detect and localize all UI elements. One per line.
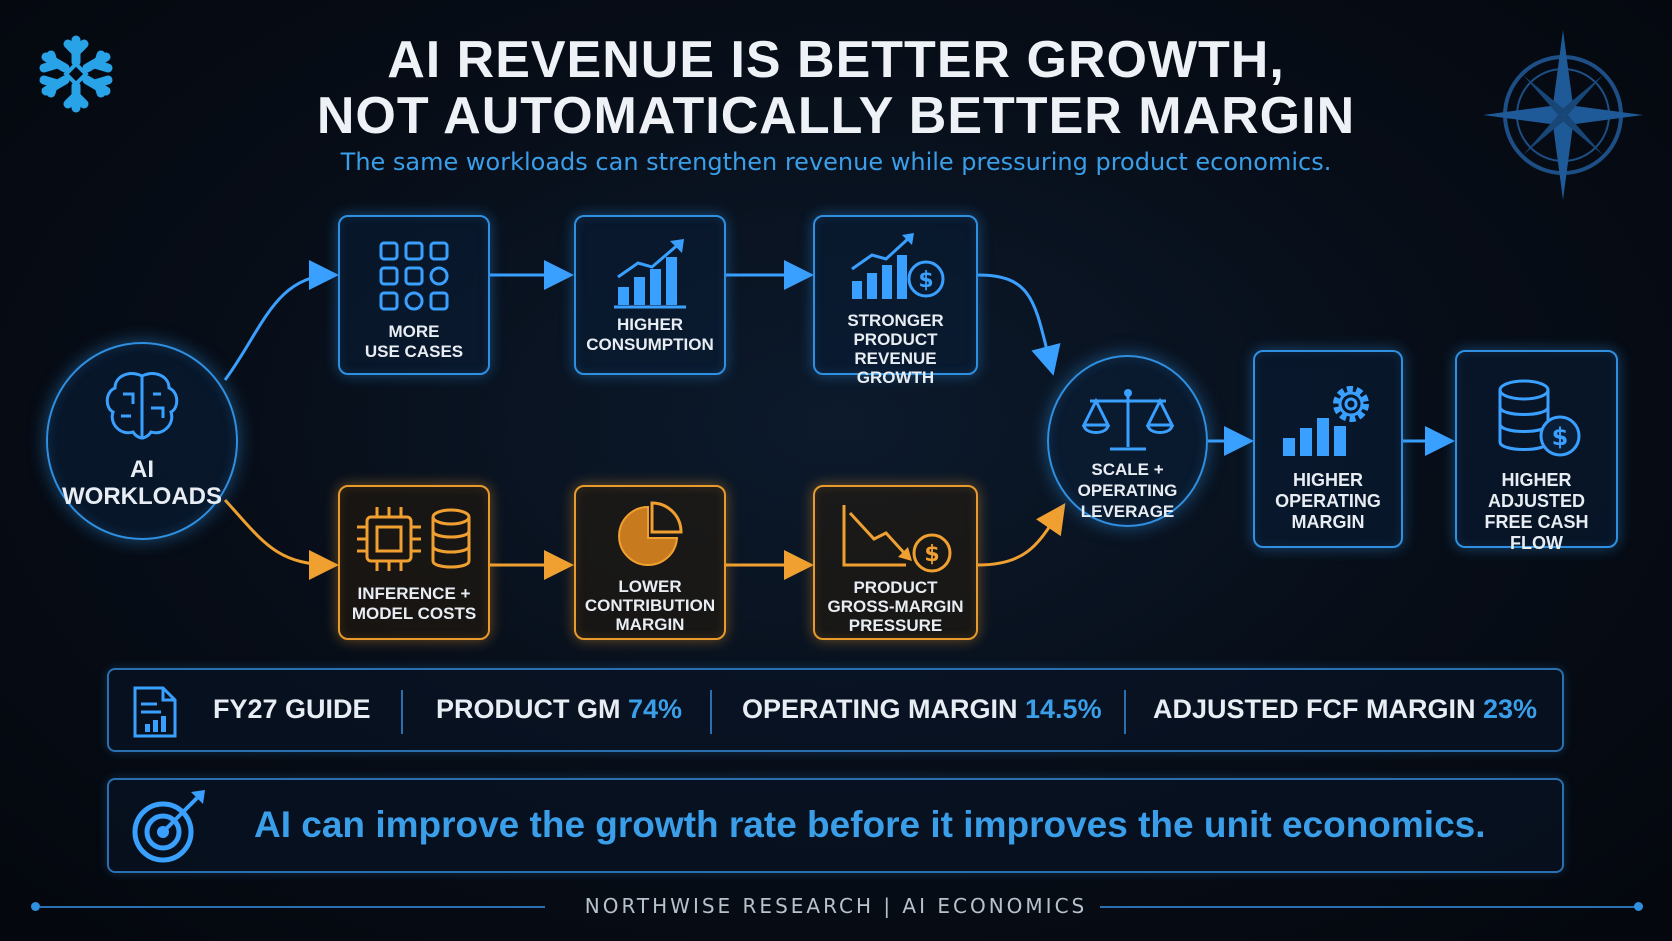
scale-operating-leverage-label: SCALE + OPERATING LEVERAGE	[1077, 460, 1178, 521]
footer-line-right	[1100, 906, 1635, 908]
declining-chart-dollar-icon: $	[842, 505, 951, 573]
lower-contribution-margin-label: LOWER CONTRIBUTION MARGIN	[584, 577, 716, 634]
higher-operating-margin-label: HIGHER OPERATING MARGIN	[1275, 470, 1381, 532]
lower-contribution-margin-node: LOWER CONTRIBUTION MARGIN	[574, 485, 726, 640]
chip-database-icon	[357, 507, 471, 571]
metrics-divider	[710, 690, 712, 734]
grid-icon	[379, 241, 449, 311]
pie-chart-icon	[618, 501, 683, 566]
stronger-revenue-growth-node: $ STRONGER PRODUCT REVENUE GROWTH	[813, 215, 978, 387]
bar-chart-up-icon	[614, 239, 686, 309]
inference-model-costs-node: INFERENCE + MODEL COSTS	[338, 485, 490, 640]
metric-adjusted-fcf-name: ADJUSTED FCF MARGIN	[1153, 694, 1476, 724]
title-line-1: AI REVENUE IS BETTER GROWTH,	[387, 31, 1285, 89]
database-dollar-icon: $	[1498, 379, 1580, 457]
metric-adjusted-fcf-value: 23%	[1483, 694, 1538, 724]
compass-icon	[1483, 30, 1643, 200]
document-chart-icon	[133, 686, 177, 738]
ai-workloads-node: AI WORKLOADS	[46, 342, 238, 540]
fy27-guide-bar: FY27 GUIDE PRODUCT GM 74% OPERATING MARG…	[107, 668, 1564, 752]
metrics-divider	[401, 690, 403, 734]
fy27-guide-label: FY27 GUIDE	[213, 694, 371, 724]
metric-product-gm-value: 74%	[628, 694, 683, 724]
svg-text:$: $	[1551, 423, 1568, 451]
scale-operating-leverage-node: SCALE + OPERATING LEVERAGE	[1047, 355, 1208, 527]
metrics-divider	[1124, 690, 1126, 734]
higher-consumption-label: HIGHER CONSUMPTION	[586, 315, 714, 354]
metric-operating-margin: OPERATING MARGIN 14.5%	[742, 694, 1102, 725]
inference-model-costs-label: INFERENCE + MODEL COSTS	[351, 584, 477, 623]
svg-text:$: $	[918, 268, 933, 293]
higher-consumption-node: HIGHER CONSUMPTION	[574, 215, 726, 375]
footer-dot-right	[1634, 902, 1643, 911]
metric-operating-margin-value: 14.5%	[1025, 694, 1102, 724]
footer-dot-left	[31, 902, 40, 911]
snowflake-logo	[39, 35, 113, 113]
svg-text:$: $	[924, 542, 939, 567]
ai-workloads-label: AI WORKLOADS	[62, 456, 222, 510]
subtitle: The same workloads can strengthen revenu…	[340, 148, 1332, 176]
takeaway-callout: AI can improve the growth rate before it…	[107, 778, 1564, 873]
higher-adjusted-fcf-label: HIGHER ADJUSTED FREE CASH FLOW	[1484, 470, 1589, 553]
brain-icon	[105, 372, 179, 440]
scales-icon	[1081, 389, 1174, 451]
higher-adjusted-fcf-node: $ HIGHER ADJUSTED FREE CASH FLOW	[1455, 350, 1618, 553]
metric-product-gm-name: PRODUCT GM	[436, 694, 621, 724]
chart-dollar-icon: $	[850, 233, 944, 299]
more-use-cases-label: MORE USE CASES	[364, 322, 464, 361]
gross-margin-pressure-label: PRODUCT GROSS-MARGIN PRESSURE	[827, 578, 964, 635]
footer-line-left	[40, 906, 545, 908]
target-icon	[132, 790, 205, 863]
stronger-revenue-growth-label: STRONGER PRODUCT REVENUE GROWTH	[847, 311, 944, 387]
metric-product-gm: PRODUCT GM 74%	[436, 694, 682, 725]
takeaway-text: AI can improve the growth rate before it…	[254, 804, 1486, 845]
title-line-2: NOT AUTOMATICALLY BETTER MARGIN	[316, 87, 1356, 145]
more-use-cases-node: MORE USE CASES	[338, 215, 490, 375]
gross-margin-pressure-node: $ PRODUCT GROSS-MARGIN PRESSURE	[813, 485, 978, 640]
metric-adjusted-fcf-margin: ADJUSTED FCF MARGIN 23%	[1153, 694, 1537, 725]
metric-operating-margin-name: OPERATING MARGIN	[742, 694, 1018, 724]
higher-operating-margin-node: HIGHER OPERATING MARGIN	[1253, 350, 1403, 548]
footer-text: NORTHWISE RESEARCH | AI ECONOMICS	[584, 894, 1088, 918]
chart-gear-icon	[1283, 386, 1369, 456]
